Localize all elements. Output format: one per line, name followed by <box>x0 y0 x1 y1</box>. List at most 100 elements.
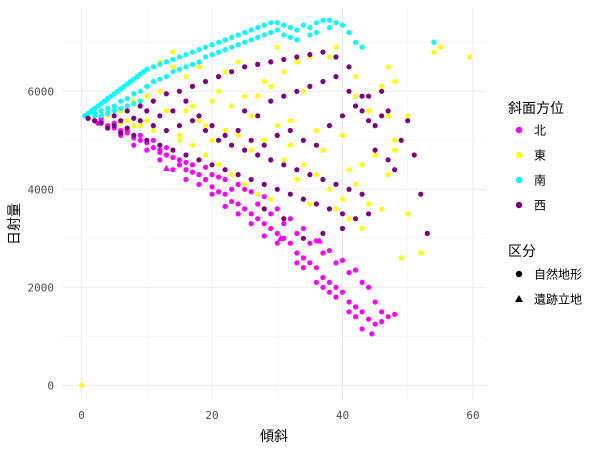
data-point <box>157 76 163 82</box>
data-point <box>281 157 287 163</box>
data-point <box>124 125 130 131</box>
data-point <box>189 83 196 89</box>
data-point <box>131 132 137 138</box>
data-point <box>137 123 143 129</box>
data-point <box>229 44 235 50</box>
data-point <box>131 123 137 129</box>
data-point <box>320 250 326 256</box>
data-point <box>339 225 346 232</box>
data-point <box>242 108 248 114</box>
data-point <box>339 211 346 217</box>
data-point <box>157 88 163 94</box>
data-point <box>209 184 215 190</box>
data-point <box>437 44 443 50</box>
x-tick-label: 0 <box>78 409 85 422</box>
data-point <box>215 162 222 168</box>
data-point <box>307 201 313 207</box>
x-tick-label: 20 <box>205 409 218 422</box>
data-point <box>222 167 228 173</box>
data-point <box>222 132 228 138</box>
data-point <box>274 20 280 26</box>
data-point <box>333 181 339 187</box>
data-point <box>372 152 378 158</box>
data-point <box>248 113 254 119</box>
data-point <box>346 216 352 222</box>
data-point <box>385 172 391 178</box>
data-point <box>189 49 196 55</box>
data-point <box>131 142 137 148</box>
data-point <box>274 44 280 50</box>
data-point <box>248 37 254 43</box>
data-point <box>359 326 365 332</box>
data-point <box>320 284 326 290</box>
data-point <box>379 83 385 89</box>
data-point <box>352 93 359 99</box>
data-point <box>209 191 215 197</box>
data-point <box>307 25 313 31</box>
data-point <box>300 235 306 241</box>
data-point <box>222 47 228 53</box>
data-point <box>137 98 143 104</box>
x-tick-label: 60 <box>466 409 479 422</box>
data-point <box>150 127 156 134</box>
data-point <box>379 206 385 212</box>
data-point <box>105 110 111 116</box>
y-tick-label: 4000 <box>28 183 55 196</box>
grid <box>62 8 486 400</box>
data-point <box>248 176 254 183</box>
data-point <box>274 230 280 236</box>
data-point <box>287 191 293 197</box>
data-point <box>261 137 267 143</box>
data-point <box>209 162 215 168</box>
data-point <box>313 29 319 36</box>
data-point <box>346 88 352 94</box>
data-point <box>346 186 352 192</box>
data-point <box>176 157 183 163</box>
data-point <box>150 137 156 143</box>
data-point <box>255 152 261 158</box>
data-point <box>261 32 267 38</box>
data-point <box>294 88 300 94</box>
data-point <box>333 260 339 266</box>
data-point <box>281 93 287 99</box>
data-point <box>183 176 189 183</box>
legend-triangle-key <box>515 295 523 302</box>
data-point <box>281 162 287 168</box>
data-point <box>242 39 248 45</box>
data-point <box>235 32 241 38</box>
data-point <box>424 230 430 236</box>
data-point <box>255 113 261 119</box>
data-point <box>157 149 163 156</box>
data-point <box>268 211 274 217</box>
data-point <box>313 172 319 178</box>
data-point <box>294 59 300 65</box>
data-point <box>359 225 365 232</box>
data-point <box>215 137 222 143</box>
data-point <box>196 172 202 178</box>
data-point <box>398 137 404 143</box>
data-point <box>222 69 228 75</box>
data-point <box>150 64 156 70</box>
data-point <box>313 279 319 285</box>
data-point <box>105 105 111 112</box>
data-point <box>215 189 222 195</box>
data-point <box>196 118 202 124</box>
shape-legend-title: 区分 <box>508 244 536 260</box>
y-axis-ticks: 0 2000 4000 6000 <box>28 85 55 392</box>
data-point <box>170 167 176 173</box>
data-point <box>326 25 333 31</box>
y-tick-label: 6000 <box>28 85 55 98</box>
data-point <box>313 20 319 26</box>
data-point <box>385 64 391 70</box>
data-point <box>209 137 215 143</box>
data-point <box>118 118 124 124</box>
data-point <box>365 316 372 322</box>
data-point <box>300 22 306 28</box>
data-point <box>124 108 130 114</box>
data-point <box>92 113 98 119</box>
data-point <box>320 17 326 23</box>
data-point <box>326 247 333 254</box>
data-point <box>385 314 391 320</box>
data-point <box>294 54 300 60</box>
